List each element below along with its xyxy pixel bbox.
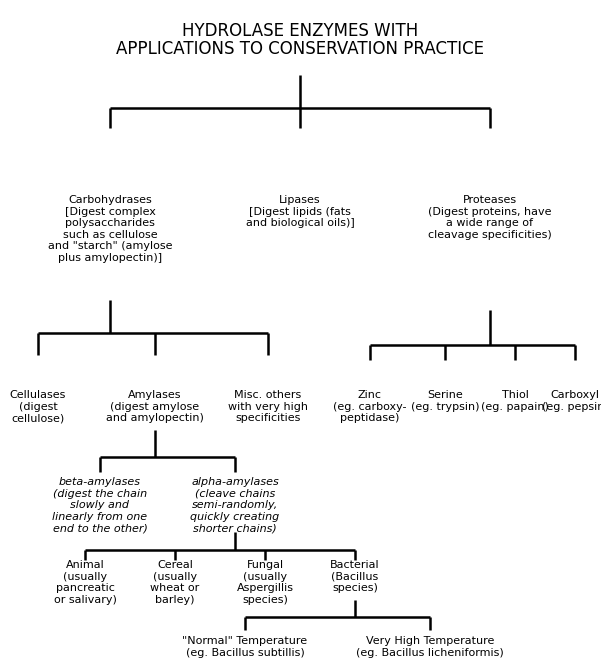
Text: beta-amylases
(digest the chain
slowly and
linearly from one
end to the other): beta-amylases (digest the chain slowly a… — [52, 477, 148, 533]
Text: APPLICATIONS TO CONSERVATION PRACTICE: APPLICATIONS TO CONSERVATION PRACTICE — [117, 40, 484, 58]
Text: "Normal" Temperature
(eg. Bacillus subtillis): "Normal" Temperature (eg. Bacillus subti… — [183, 636, 308, 658]
Text: Cereal
(usually
wheat or
barley): Cereal (usually wheat or barley) — [150, 560, 200, 605]
Text: Amylases
(digest amylose
and amylopectin): Amylases (digest amylose and amylopectin… — [106, 390, 204, 423]
Text: Cellulases
(digest
cellulose): Cellulases (digest cellulose) — [10, 390, 66, 423]
Text: Very High Temperature
(eg. Bacillus licheniformis): Very High Temperature (eg. Bacillus lich… — [356, 636, 504, 658]
Text: Fungal
(usually
Aspergillis
species): Fungal (usually Aspergillis species) — [237, 560, 293, 605]
Text: Animal
(usually
pancreatic
or salivary): Animal (usually pancreatic or salivary) — [53, 560, 117, 605]
Text: Carbohydrases
[Digest complex
polysaccharides
such as cellulose
and "starch" (am: Carbohydrases [Digest complex polysaccha… — [47, 195, 172, 263]
Text: HYDROLASE ENZYMES WITH: HYDROLASE ENZYMES WITH — [182, 22, 419, 40]
Text: Zinc
(eg. carboxy-
peptidase): Zinc (eg. carboxy- peptidase) — [333, 390, 407, 423]
Text: Thiol
(eg. papain): Thiol (eg. papain) — [481, 390, 549, 411]
Text: Bacterial
(Bacillus
species): Bacterial (Bacillus species) — [330, 560, 380, 593]
Text: Carboxyl
(eg. pepsin): Carboxyl (eg. pepsin) — [542, 390, 601, 411]
Text: Misc. others
with very high
specificities: Misc. others with very high specificitie… — [228, 390, 308, 423]
Text: Serine
(eg. trypsin): Serine (eg. trypsin) — [410, 390, 479, 411]
Text: Lipases
[Digest lipids (fats
and biological oils)]: Lipases [Digest lipids (fats and biologi… — [246, 195, 355, 228]
Text: alpha-amylases
(cleave chains
semi-randomly,
quickly creating
shorter chains): alpha-amylases (cleave chains semi-rando… — [191, 477, 279, 533]
Text: Proteases
(Digest proteins, have
a wide range of
cleavage specificities): Proteases (Digest proteins, have a wide … — [428, 195, 552, 240]
